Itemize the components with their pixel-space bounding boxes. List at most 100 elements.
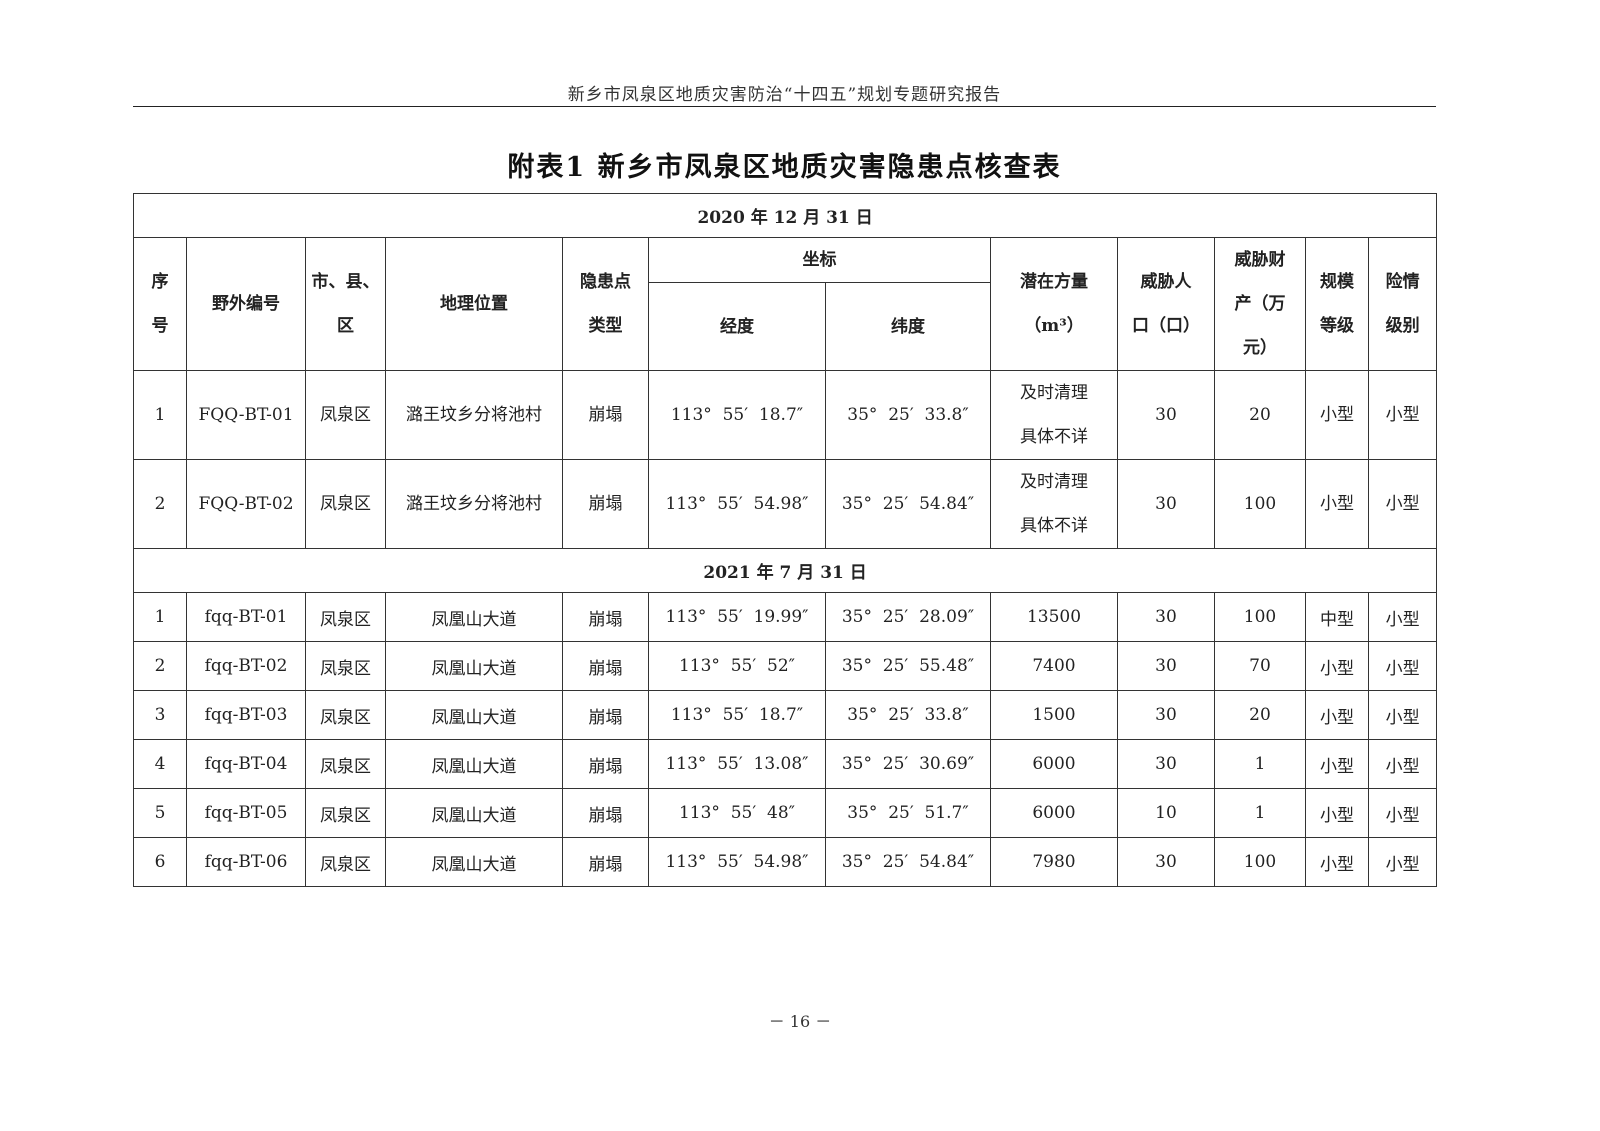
cell-property: 1 — [1214, 739, 1306, 789]
cell-lon: 113° 55′ 54.98″ — [648, 459, 826, 549]
cell-district: 凤泉区 — [305, 690, 386, 740]
cell-seq: 2 — [133, 459, 187, 549]
header-lon: 经度 — [648, 282, 826, 371]
cell-district: 凤泉区 — [305, 370, 386, 460]
cell-seq: 4 — [133, 739, 187, 789]
header-danger: 险情 级别 — [1367, 237, 1438, 371]
table-row: 5 fqq-BT-05 凤泉区 凤凰山大道 崩塌 113° 55′ 48″ 35° 25′ … — [133, 788, 1438, 838]
cell-scale: 小型 — [1305, 739, 1369, 789]
header-field-id: 野外编号 — [186, 237, 306, 371]
cell-lon: 113° 55′ 48″ — [648, 788, 826, 838]
cell-type: 崩塌 — [562, 690, 649, 740]
header-property-line: 元） — [1243, 338, 1277, 358]
cell-seq: 1 — [133, 592, 187, 642]
cell-volume: 及时清理 具体不详 — [990, 370, 1118, 460]
cell-lat: 35° 25′ 54.84″ — [825, 837, 991, 887]
cell-scale: 中型 — [1305, 592, 1369, 642]
cell-lon: 113° 55′ 52″ — [648, 641, 826, 691]
table-row: 1 fqq-BT-01 凤泉区 凤凰山大道 崩塌 113° 55′ 19.99″ 35° 2… — [133, 592, 1438, 642]
cell-field-id: fqq-BT-01 — [186, 592, 306, 642]
cell-scale: 小型 — [1305, 459, 1369, 549]
header-people-line: 威胁人 — [1140, 272, 1192, 292]
header-district: 市、县、区 — [305, 237, 386, 371]
header-danger-line: 险情 — [1385, 272, 1420, 292]
cell-danger: 小型 — [1367, 641, 1438, 691]
cell-seq: 3 — [133, 690, 187, 740]
cell-volume: 6000 — [990, 788, 1118, 838]
cell-volume-line: 7980 — [1032, 852, 1076, 872]
cell-volume-line: 及时清理 — [1020, 472, 1088, 492]
cell-district: 凤泉区 — [305, 459, 386, 549]
header-property-line: 产（万 — [1234, 294, 1286, 314]
header-row: 经度 纬度 — [134, 282, 1437, 371]
table-row: 3 fqq-BT-03 凤泉区 凤凰山大道 崩塌 113° 55′ 18.7″ 35° 25… — [133, 690, 1438, 740]
cell-district: 凤泉区 — [305, 592, 386, 642]
cell-danger: 小型 — [1367, 459, 1438, 549]
header-property-line: 威胁财 — [1234, 250, 1286, 270]
cell-volume-line: 具体不详 — [1020, 516, 1088, 536]
cell-people: 30 — [1117, 592, 1215, 642]
cell-people: 30 — [1117, 370, 1215, 460]
cell-type: 崩塌 — [562, 739, 649, 789]
cell-district: 凤泉区 — [305, 837, 386, 887]
cell-field-id: FQQ-BT-02 — [186, 459, 306, 549]
cell-type: 崩塌 — [562, 788, 649, 838]
running-header: 新乡市凤泉区地质灾害防治“十四五”规划专题研究报告 — [567, 85, 1002, 105]
cell-lon: 113° 55′ 18.7″ — [648, 370, 826, 460]
cell-volume: 1500 — [990, 690, 1118, 740]
cell-field-id: fqq-BT-04 — [186, 739, 306, 789]
cell-location: 凤凰山大道 — [385, 641, 563, 691]
header-district-line: 区 — [337, 316, 354, 336]
cell-volume-line: 6000 — [1032, 754, 1076, 774]
cell-lon: 113° 55′ 13.08″ — [648, 739, 826, 789]
cell-district: 凤泉区 — [305, 788, 386, 838]
header-type: 隐患点 类型 — [562, 237, 649, 371]
cell-lat: 35° 25′ 55.48″ — [825, 641, 991, 691]
cell-volume: 7400 — [990, 641, 1118, 691]
section-date: 2021 年 7 月 31 日 — [132, 548, 1438, 593]
cell-scale: 小型 — [1305, 837, 1369, 887]
cell-property: 100 — [1214, 459, 1306, 549]
cell-people: 30 — [1117, 641, 1215, 691]
cell-lat: 35° 25′ 33.8″ — [825, 690, 991, 740]
section-date: 2020 年 12 月 31 日 — [132, 193, 1438, 238]
header-seq-line: 序 — [151, 272, 169, 292]
cell-scale: 小型 — [1305, 788, 1369, 838]
cell-volume-line: 7400 — [1032, 656, 1076, 676]
header-seq-line: 号 — [151, 316, 169, 336]
cell-lat: 35° 25′ 33.8″ — [825, 370, 991, 460]
cell-property: 20 — [1214, 690, 1306, 740]
cell-people: 10 — [1117, 788, 1215, 838]
section-date-row: 2020 年 12 月 31 日 — [132, 193, 1438, 238]
header-lat: 纬度 — [825, 282, 991, 371]
cell-type: 崩塌 — [562, 837, 649, 887]
header-type-line: 类型 — [588, 316, 623, 336]
cell-field-id: FQQ-BT-01 — [186, 370, 306, 460]
header-property: 威胁财产（万元） — [1214, 237, 1306, 371]
cell-scale: 小型 — [1305, 690, 1369, 740]
cell-danger: 小型 — [1367, 837, 1438, 887]
cell-volume-line: 13500 — [1026, 607, 1082, 627]
table-row: 4 fqq-BT-04 凤泉区 凤凰山大道 崩塌 113° 55′ 13.08″ 35° 2… — [133, 739, 1438, 789]
cell-seq: 6 — [133, 837, 187, 887]
cell-lat: 35° 25′ 28.09″ — [825, 592, 991, 642]
cell-people: 30 — [1117, 837, 1215, 887]
cell-property: 1 — [1214, 788, 1306, 838]
cell-danger: 小型 — [1367, 592, 1438, 642]
header-type-line: 隐患点 — [580, 272, 631, 292]
cell-lat: 35° 25′ 30.69″ — [825, 739, 991, 789]
section-date-row: 2021 年 7 月 31 日 — [132, 548, 1438, 593]
header-danger-line: 级别 — [1385, 316, 1420, 336]
cell-property: 100 — [1214, 592, 1306, 642]
cell-seq: 5 — [133, 788, 187, 838]
cell-location: 潞王坟乡分将池村 — [385, 459, 563, 549]
cell-location: 凤凰山大道 — [385, 739, 563, 789]
cell-seq: 2 — [133, 641, 187, 691]
cell-type: 崩塌 — [562, 459, 649, 549]
cell-type: 崩塌 — [562, 641, 649, 691]
header-scale-line: 等级 — [1320, 316, 1354, 336]
cell-lat: 35° 25′ 51.7″ — [825, 788, 991, 838]
header-people-line: 口（口） — [1132, 316, 1200, 336]
cell-location: 凤凰山大道 — [385, 690, 563, 740]
header-scale-line: 规模 — [1320, 272, 1354, 292]
